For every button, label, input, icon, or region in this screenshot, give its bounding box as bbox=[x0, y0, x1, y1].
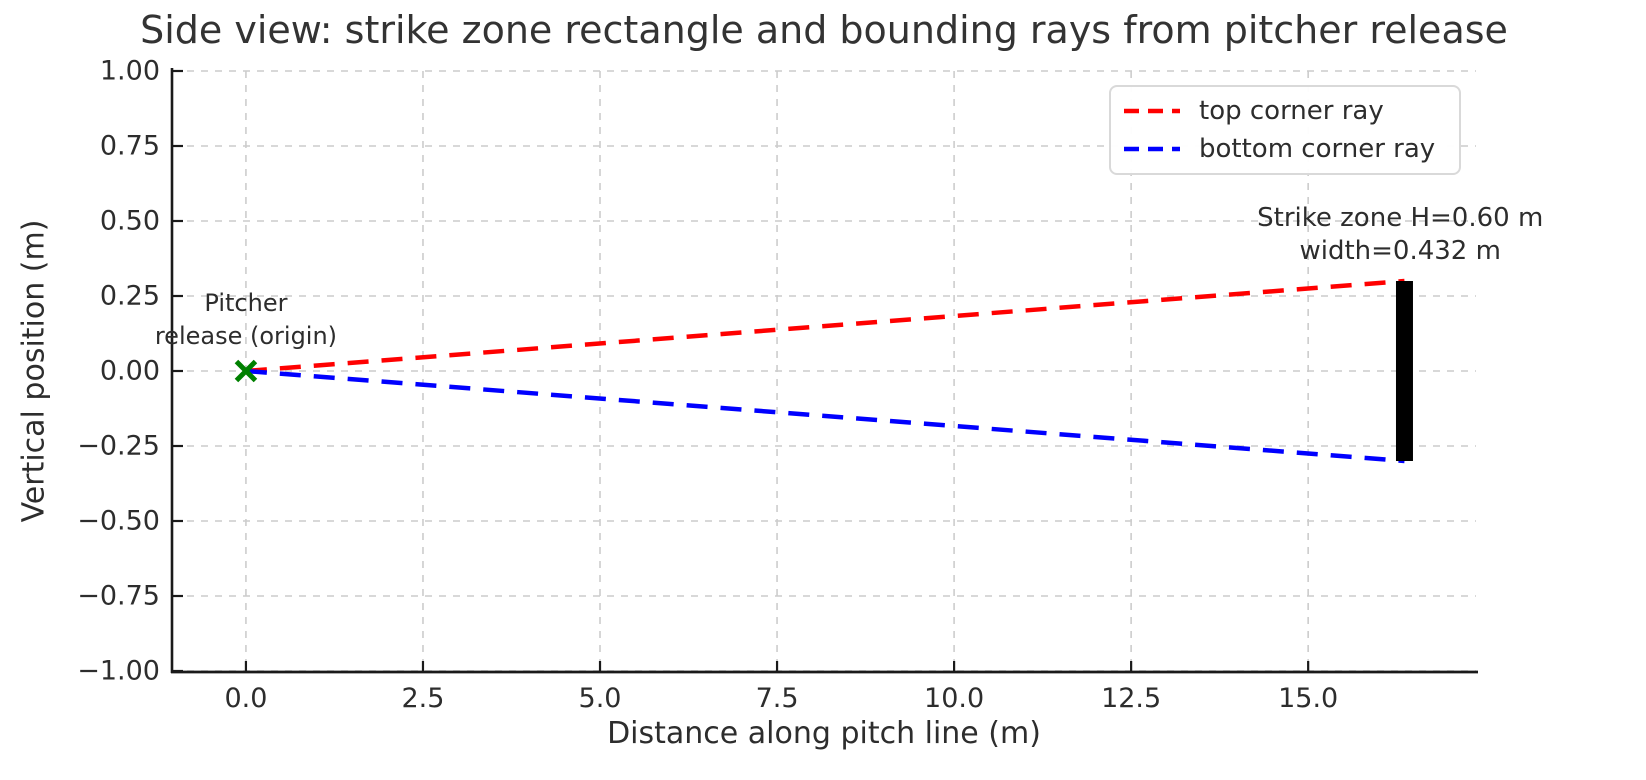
red-dashed-line-swatch bbox=[1124, 109, 1180, 114]
y-tick-label: −0.25 bbox=[77, 430, 160, 462]
strike-zone-label-line1: Strike zone H=0.60 m bbox=[1257, 202, 1544, 233]
series-line-0 bbox=[245, 278, 1405, 374]
x-axis-label: Distance along pitch line (m) bbox=[607, 716, 1041, 751]
blue-dashed-line-swatch bbox=[1124, 146, 1180, 151]
y-tick-label: 0.75 bbox=[99, 130, 160, 162]
pitcher-release-label-line1: Pitcher bbox=[204, 289, 288, 317]
x-tick-label: 7.5 bbox=[755, 683, 799, 714]
x-tick-label: 12.5 bbox=[1101, 683, 1162, 714]
y-tick-label: 0.00 bbox=[99, 355, 160, 387]
y-tick-label: 1.00 bbox=[99, 55, 160, 87]
strike-zone-label-line2: width=0.432 m bbox=[1299, 235, 1501, 266]
y-tick-label: −0.50 bbox=[77, 505, 160, 537]
legend-label-bottom-corner-ray: bottom corner ray bbox=[1199, 133, 1436, 164]
legend: top corner ray bottom corner ray bbox=[1109, 85, 1461, 175]
x-tick-label: 5.0 bbox=[578, 683, 622, 714]
pitcher-release-label-line2: release (origin) bbox=[154, 322, 338, 350]
pitcher-release-label: Pitcher release (origin) bbox=[155, 287, 337, 353]
legend-label-top-corner-ray: top corner ray bbox=[1199, 96, 1384, 127]
chart-title: Side view: strike zone rectangle and bou… bbox=[140, 8, 1508, 52]
strike-zone-label: Strike zone H=0.60 m width=0.432 m bbox=[1257, 202, 1543, 268]
y-tick-label: 0.50 bbox=[99, 205, 160, 237]
x-tick-label: 10.0 bbox=[924, 683, 985, 714]
x-tick-label: 0.0 bbox=[224, 683, 268, 714]
x-tick-label: 15.0 bbox=[1278, 683, 1339, 714]
y-tick-label: −0.75 bbox=[77, 580, 160, 612]
y-tick-label: 0.25 bbox=[99, 280, 160, 312]
legend-entry-bottom-corner-ray: bottom corner ray bbox=[1111, 134, 1459, 164]
y-tick-label: −1.00 bbox=[77, 655, 160, 687]
x-tick-label: 2.5 bbox=[401, 683, 445, 714]
pitcher-release-marker bbox=[234, 359, 258, 383]
strike-zone-rect bbox=[1395, 281, 1413, 461]
series-line-1 bbox=[245, 368, 1405, 464]
legend-entry-top-corner-ray: top corner ray bbox=[1111, 96, 1459, 126]
